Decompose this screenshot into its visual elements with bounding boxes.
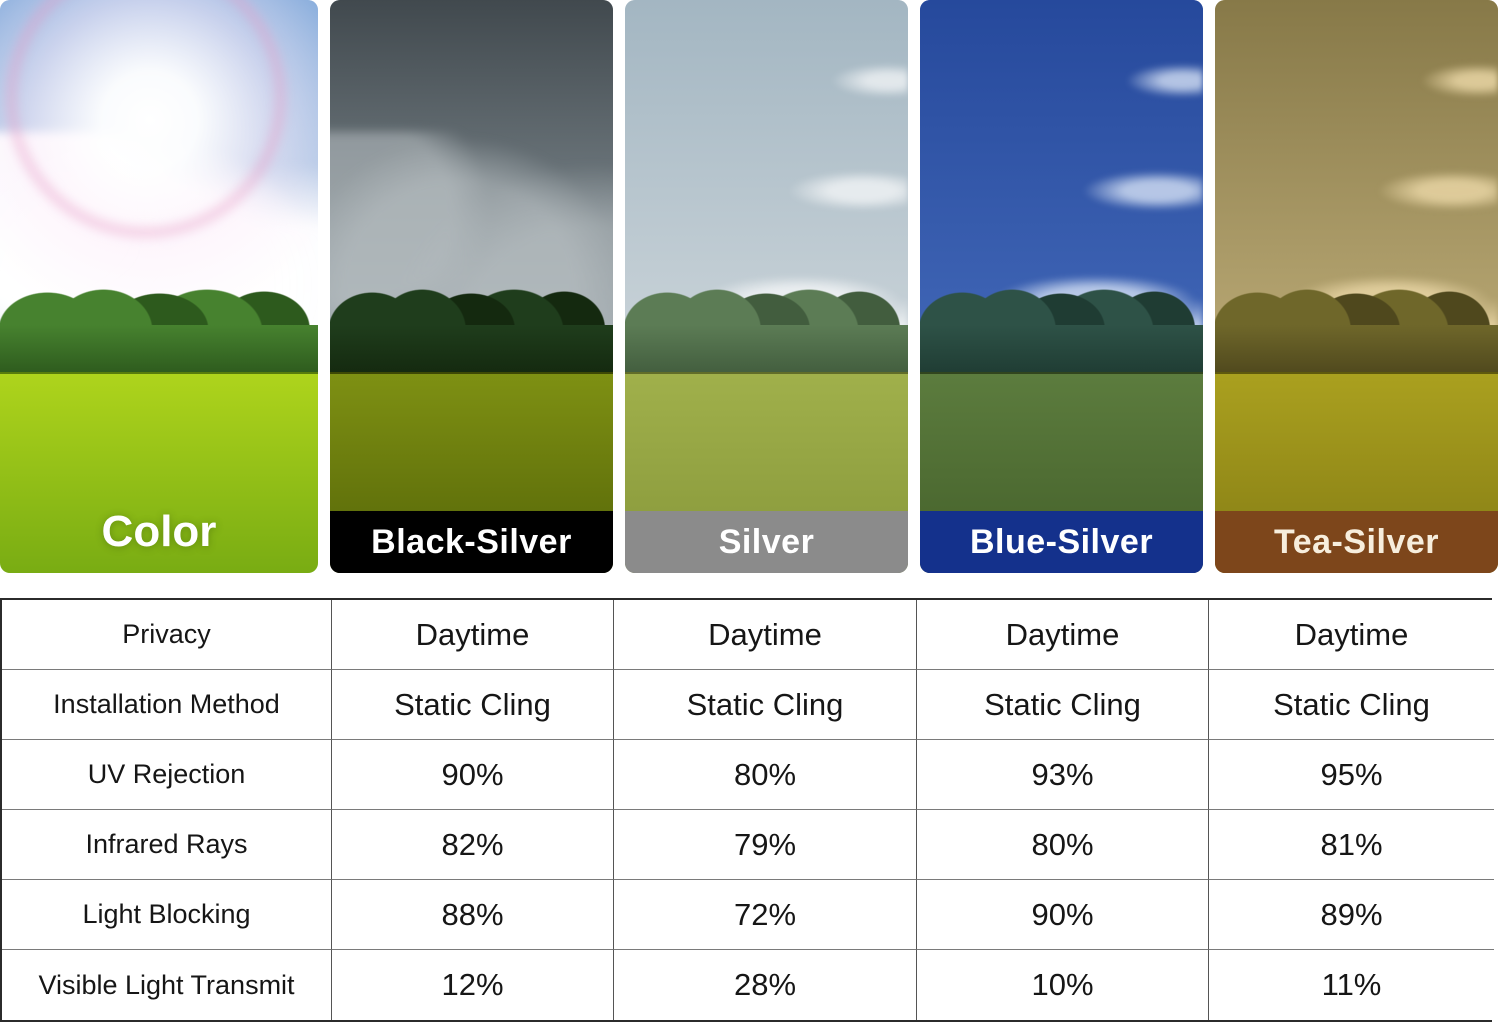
panel-label-bar: Color: [0, 501, 318, 563]
spec-cell: 90%: [332, 740, 614, 810]
tint-panel-tea-silver: Tea-Silver: [1215, 0, 1498, 573]
spec-cell: 12%: [332, 950, 614, 1020]
spec-cell: Daytime: [332, 600, 614, 670]
spec-cell: 10%: [917, 950, 1209, 1020]
spec-cell: Daytime: [917, 600, 1209, 670]
spec-row-label: Installation Method: [2, 670, 332, 740]
spec-comparison-table: Privacy Daytime Daytime Daytime Daytime …: [0, 598, 1494, 1022]
treeline: [0, 289, 318, 376]
treeline: [1215, 289, 1498, 376]
spec-row-label: UV Rejection: [2, 740, 332, 810]
spec-row-label: Privacy: [2, 600, 332, 670]
tint-panel-color: Color: [0, 0, 318, 573]
spec-cell: 72%: [614, 880, 917, 950]
spec-cell: 89%: [1209, 880, 1494, 950]
panel-label: Black-Silver: [371, 522, 572, 561]
panel-label-bar: Blue-Silver: [920, 511, 1203, 573]
tint-panel-blue-silver: Blue-Silver: [920, 0, 1203, 573]
spec-cell: 93%: [917, 740, 1209, 810]
panel-label: Blue-Silver: [969, 522, 1154, 561]
spec-cell: 82%: [332, 810, 614, 880]
spec-row-label: Infrared Rays: [2, 810, 332, 880]
panel-label: Silver: [718, 522, 815, 561]
treeline: [625, 289, 908, 376]
panel-label-bar: Black-Silver: [330, 511, 613, 573]
spec-cell: 79%: [614, 810, 917, 880]
spec-cell: 88%: [332, 880, 614, 950]
panel-label-bar: Silver: [625, 511, 908, 573]
panel-label: Tea-Silver: [1273, 522, 1439, 561]
spec-cell: 90%: [917, 880, 1209, 950]
spec-cell: 81%: [1209, 810, 1494, 880]
spec-cell: Daytime: [1209, 600, 1494, 670]
spec-cell: Static Cling: [917, 670, 1209, 740]
spec-cell: 11%: [1209, 950, 1494, 1020]
spec-cell: Static Cling: [332, 670, 614, 740]
treeline: [920, 289, 1203, 376]
spec-cell: 95%: [1209, 740, 1494, 810]
spec-cell: Daytime: [614, 600, 917, 670]
grass-field: [0, 372, 318, 573]
spec-row-label: Visible Light Transmit: [2, 950, 332, 1020]
spec-cell: Static Cling: [614, 670, 917, 740]
spec-cell: 80%: [614, 740, 917, 810]
treeline: [330, 289, 613, 376]
tint-panel-silver: Silver: [625, 0, 908, 573]
lens-flare-ring: [6, 0, 286, 238]
spec-row-label: Light Blocking: [2, 880, 332, 950]
panel-label: Color: [101, 507, 217, 556]
panel-label-bar: Tea-Silver: [1215, 511, 1498, 573]
tint-preview-row: Color Black-Silver Silver Blue-Silver: [0, 0, 1498, 573]
spec-cell: Static Cling: [1209, 670, 1494, 740]
tint-panel-black-silver: Black-Silver: [330, 0, 613, 573]
spec-cell: 80%: [917, 810, 1209, 880]
spec-cell: 28%: [614, 950, 917, 1020]
